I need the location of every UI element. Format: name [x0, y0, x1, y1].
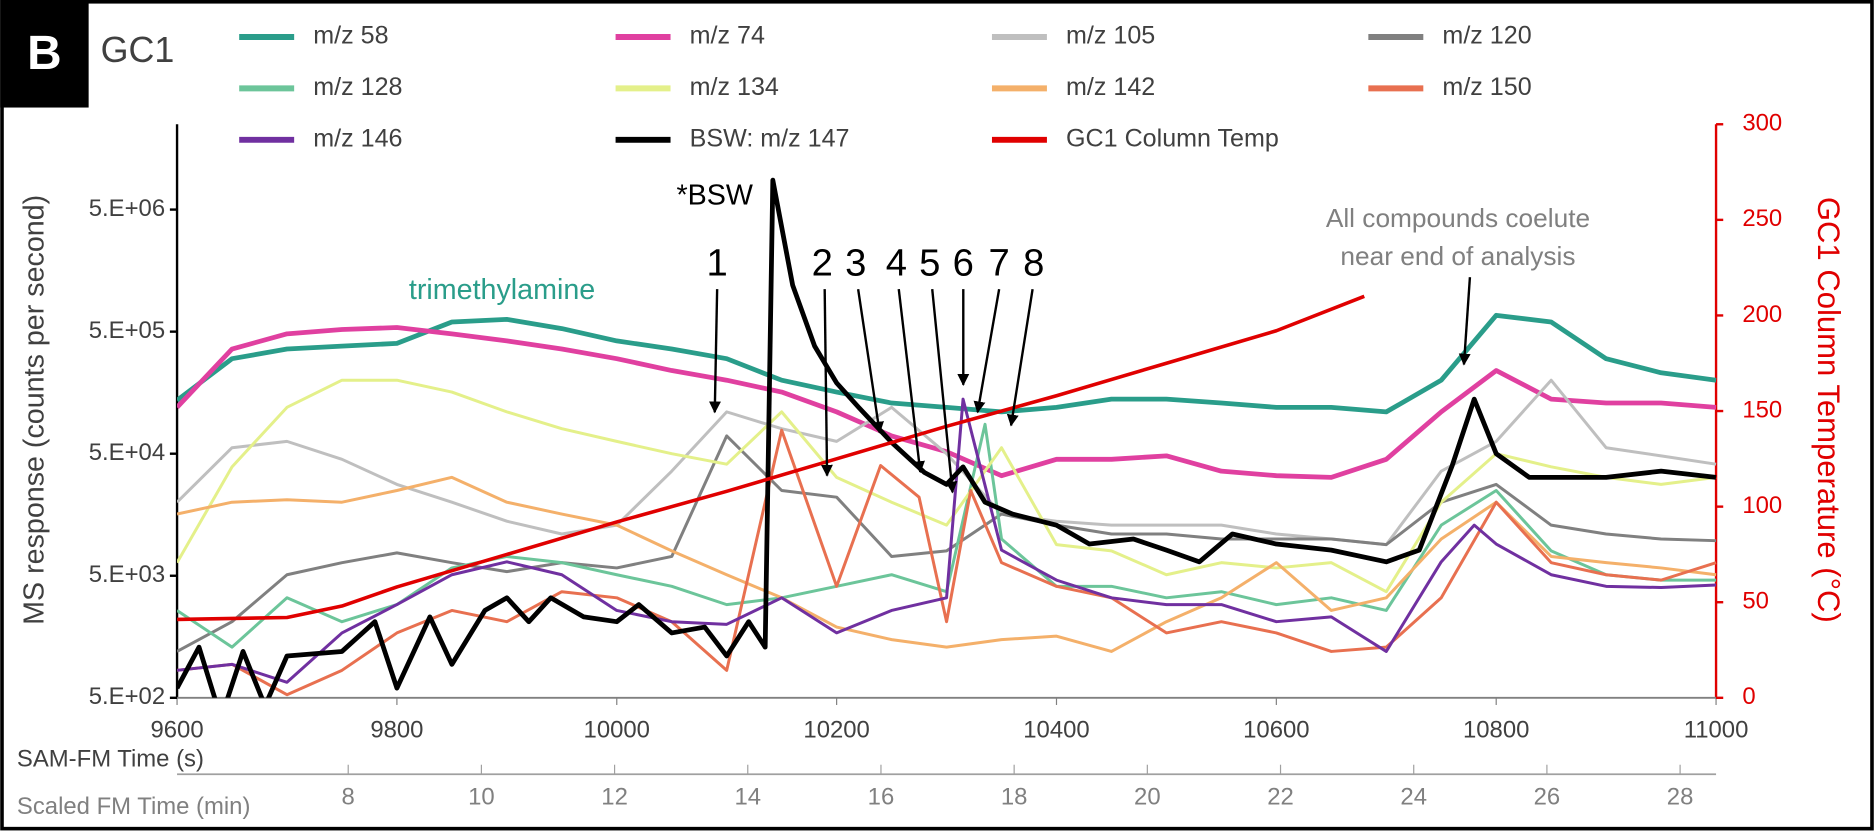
- series-line: [177, 177, 1717, 698]
- legend-item: m/z 150: [1368, 73, 1532, 101]
- arrow: [973, 288, 1001, 414]
- arrows: [708, 277, 1472, 494]
- legend-item: BSW: m/z 147: [615, 124, 850, 152]
- panel-label: B: [27, 27, 62, 80]
- series-line: [177, 294, 1365, 622]
- legend-item: m/z 128: [239, 73, 402, 101]
- panel-badge: [0, 0, 89, 108]
- plot-area: [177, 177, 1717, 698]
- legend-label: BSW: m/z 147: [690, 124, 850, 152]
- y2-tick-label: 250: [1742, 205, 1782, 232]
- x2-tick-label: 8: [342, 783, 355, 810]
- x2-tick-label: 26: [1534, 783, 1561, 810]
- legend-item: m/z 105: [991, 22, 1155, 50]
- legend-label: GC1 Column Temp: [1066, 124, 1279, 152]
- x-tick-label: 10400: [1023, 717, 1089, 744]
- y2-axis-title: GC1 Column Temperature (°C): [1811, 197, 1846, 623]
- annotation: 5: [919, 241, 940, 284]
- y-axis-title: MS response (counts per second): [19, 195, 51, 625]
- annotation: 8: [1023, 241, 1044, 284]
- legend-item: GC1 Column Temp: [991, 124, 1279, 152]
- x-tick-label: 9800: [370, 717, 423, 744]
- legend-item: m/z 120: [1368, 22, 1532, 50]
- y2-tick-label: 0: [1742, 683, 1755, 710]
- series-line: [177, 378, 1717, 547]
- series-line: [177, 397, 1717, 684]
- x-tick-label: 10800: [1463, 717, 1529, 744]
- legend-label: m/z 120: [1442, 22, 1531, 50]
- annotation: 4: [886, 241, 907, 284]
- y2-tick-label: 200: [1742, 301, 1782, 328]
- y-tick-label: 5.E+06: [89, 195, 165, 222]
- legend-label: m/z 58: [313, 22, 388, 50]
- y2-tick-label: 50: [1742, 588, 1769, 615]
- x-tick-label: 10200: [803, 717, 869, 744]
- x-tick-label: 9600: [150, 717, 203, 744]
- x-axis-title: SAM-FM Time (s): [17, 745, 204, 772]
- x2-tick-label: 12: [601, 783, 628, 810]
- series-line: [177, 428, 1717, 697]
- y2-tick-label: 100: [1742, 492, 1782, 519]
- annotation: 6: [953, 241, 974, 284]
- annotation: 1: [707, 241, 728, 284]
- annotation: trimethylamine: [409, 274, 595, 306]
- x2-tick-label: 24: [1400, 783, 1427, 810]
- legend-label: m/z 146: [313, 124, 402, 152]
- arrow: [1006, 288, 1034, 427]
- legend-label: m/z 74: [690, 22, 765, 50]
- legend-item: m/z 58: [239, 22, 389, 50]
- y2-tick-label: 300: [1742, 110, 1782, 137]
- arrow: [897, 289, 925, 474]
- arrow: [856, 288, 884, 434]
- annotation: All compounds coelute: [1326, 203, 1590, 233]
- y-tick-label: 5.E+02: [89, 683, 165, 710]
- legend-item: m/z 134: [615, 73, 779, 101]
- x-tick-label: 11000: [1684, 717, 1749, 744]
- x-tick-label: 10000: [584, 717, 650, 744]
- arrow: [820, 289, 833, 477]
- series-line: [177, 378, 1717, 594]
- x2-tick-label: 28: [1667, 783, 1694, 810]
- x2-tick-label: 18: [1001, 783, 1028, 810]
- y-tick-label: 5.E+03: [89, 561, 165, 588]
- annotation: *BSW: [677, 180, 753, 212]
- x2-axis-title: Scaled FM Time (min): [17, 793, 250, 820]
- arrow: [708, 289, 721, 414]
- series-line: [177, 475, 1717, 653]
- x2-tick-label: 16: [868, 783, 895, 810]
- arrow: [931, 289, 958, 494]
- legend-item: m/z 74: [615, 22, 765, 50]
- annotation: 3: [845, 241, 866, 284]
- y2-tick-label: 150: [1742, 396, 1782, 423]
- annotation: near end of analysis: [1340, 241, 1575, 271]
- legend-label: m/z 128: [313, 73, 402, 101]
- annotation: 7: [989, 241, 1010, 284]
- annotations: trimethylamine *BSW 1 2 3 4 5 6 7 8 All …: [409, 180, 1590, 494]
- x2-tick-label: 10: [468, 783, 495, 810]
- chart-title: GC1: [101, 30, 175, 70]
- x2-tick-label: 22: [1267, 783, 1294, 810]
- y-tick-label: 5.E+04: [89, 439, 165, 466]
- legend-label: m/z 134: [690, 73, 779, 101]
- legend-item: m/z 142: [991, 73, 1155, 101]
- legend-label: m/z 150: [1442, 73, 1531, 101]
- legend-label: m/z 105: [1066, 22, 1155, 50]
- arrow: [1458, 277, 1472, 366]
- annotation: 2: [812, 241, 833, 284]
- x2-tick-label: 20: [1134, 783, 1161, 810]
- legend-label: m/z 142: [1066, 73, 1155, 101]
- series-line: [177, 434, 1717, 653]
- legend-item: m/z 146: [239, 124, 402, 152]
- series-line: [177, 325, 1717, 480]
- x2-tick-label: 14: [734, 783, 761, 810]
- y-tick-label: 5.E+05: [89, 317, 165, 344]
- x-tick-label: 10600: [1243, 717, 1309, 744]
